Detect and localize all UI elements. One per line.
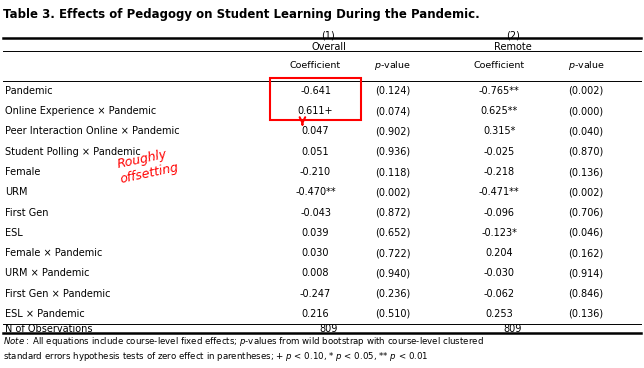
Text: (0.236): (0.236)	[375, 289, 410, 298]
Text: First Gen: First Gen	[5, 208, 49, 217]
Text: 0.625**: 0.625**	[480, 106, 518, 116]
Text: (0.936): (0.936)	[375, 147, 410, 157]
Text: (0.136): (0.136)	[569, 167, 603, 177]
Text: (0.162): (0.162)	[569, 248, 603, 258]
Text: (0.002): (0.002)	[375, 187, 410, 197]
Text: -0.030: -0.030	[484, 268, 515, 278]
Text: 0.216: 0.216	[302, 309, 329, 319]
Text: $\it{p}$-value: $\it{p}$-value	[567, 59, 605, 72]
Text: Female: Female	[5, 167, 41, 177]
Text: (0.706): (0.706)	[569, 208, 603, 217]
Text: Coefficient: Coefficient	[473, 61, 525, 70]
Text: (0.000): (0.000)	[569, 106, 603, 116]
Text: -0.043: -0.043	[300, 208, 331, 217]
Text: Online Experience × Pandemic: Online Experience × Pandemic	[5, 106, 156, 116]
Text: Student Polling × Pandemic: Student Polling × Pandemic	[5, 147, 141, 157]
Text: 0.051: 0.051	[302, 147, 329, 157]
Text: (0.074): (0.074)	[375, 106, 410, 116]
Text: (2)
Remote: (2) Remote	[494, 30, 531, 52]
Text: (0.902): (0.902)	[375, 127, 410, 137]
Text: 0.253: 0.253	[485, 309, 513, 319]
Text: $\it{p}$-value: $\it{p}$-value	[374, 59, 412, 72]
Text: -0.096: -0.096	[484, 208, 515, 217]
Text: First Gen × Pandemic: First Gen × Pandemic	[5, 289, 111, 298]
Text: (0.722): (0.722)	[375, 248, 411, 258]
Text: Female × Pandemic: Female × Pandemic	[5, 248, 102, 258]
Text: (0.118): (0.118)	[375, 167, 410, 177]
Text: (1)
Overall: (1) Overall	[311, 30, 346, 52]
Text: -0.218: -0.218	[484, 167, 515, 177]
Text: URM: URM	[5, 187, 28, 197]
Text: -0.123*: -0.123*	[481, 228, 517, 238]
Text: 809: 809	[504, 323, 522, 334]
Text: Pandemic: Pandemic	[5, 86, 53, 96]
Text: N of Observations: N of Observations	[5, 323, 93, 334]
Text: -0.025: -0.025	[484, 147, 515, 157]
Text: (0.002): (0.002)	[569, 187, 603, 197]
Text: Coefficient: Coefficient	[290, 61, 341, 70]
Text: URM × Pandemic: URM × Pandemic	[5, 268, 90, 278]
Text: (0.510): (0.510)	[375, 309, 410, 319]
Text: Table 3. Effects of Pedagogy on Student Learning During the Pandemic.: Table 3. Effects of Pedagogy on Student …	[3, 8, 480, 21]
Text: $\it{Note:}$ All equations include course-level fixed effects; $\it{p}$-values f: $\it{Note:}$ All equations include cours…	[3, 335, 484, 363]
Text: -0.470**: -0.470**	[295, 187, 336, 197]
Text: (0.040): (0.040)	[569, 127, 603, 137]
Text: ESL × Pandemic: ESL × Pandemic	[5, 309, 85, 319]
Text: 809: 809	[319, 323, 337, 334]
Text: (0.124): (0.124)	[375, 86, 410, 96]
Text: (0.870): (0.870)	[569, 147, 603, 157]
Text: (0.002): (0.002)	[569, 86, 603, 96]
Text: 0.611+: 0.611+	[298, 106, 334, 116]
Text: 0.030: 0.030	[302, 248, 329, 258]
Text: 0.039: 0.039	[302, 228, 329, 238]
Text: (0.652): (0.652)	[375, 228, 410, 238]
Text: Roughly
offsetting: Roughly offsetting	[116, 146, 180, 186]
Text: 0.008: 0.008	[302, 268, 329, 278]
Text: -0.765**: -0.765**	[478, 86, 520, 96]
Text: -0.247: -0.247	[300, 289, 331, 298]
Text: (0.046): (0.046)	[569, 228, 603, 238]
Text: -0.062: -0.062	[484, 289, 515, 298]
Text: -0.471**: -0.471**	[478, 187, 520, 197]
Text: (0.872): (0.872)	[375, 208, 410, 217]
Text: 0.047: 0.047	[302, 127, 329, 137]
Text: (0.940): (0.940)	[375, 268, 410, 278]
Text: ESL: ESL	[5, 228, 23, 238]
Text: Peer Interaction Online × Pandemic: Peer Interaction Online × Pandemic	[5, 127, 180, 137]
Text: (0.136): (0.136)	[569, 309, 603, 319]
Text: -0.210: -0.210	[300, 167, 331, 177]
Text: 0.315*: 0.315*	[483, 127, 515, 137]
Text: (0.914): (0.914)	[569, 268, 603, 278]
Text: 0.204: 0.204	[486, 248, 513, 258]
Text: (0.846): (0.846)	[569, 289, 603, 298]
Text: -0.641: -0.641	[300, 86, 331, 96]
